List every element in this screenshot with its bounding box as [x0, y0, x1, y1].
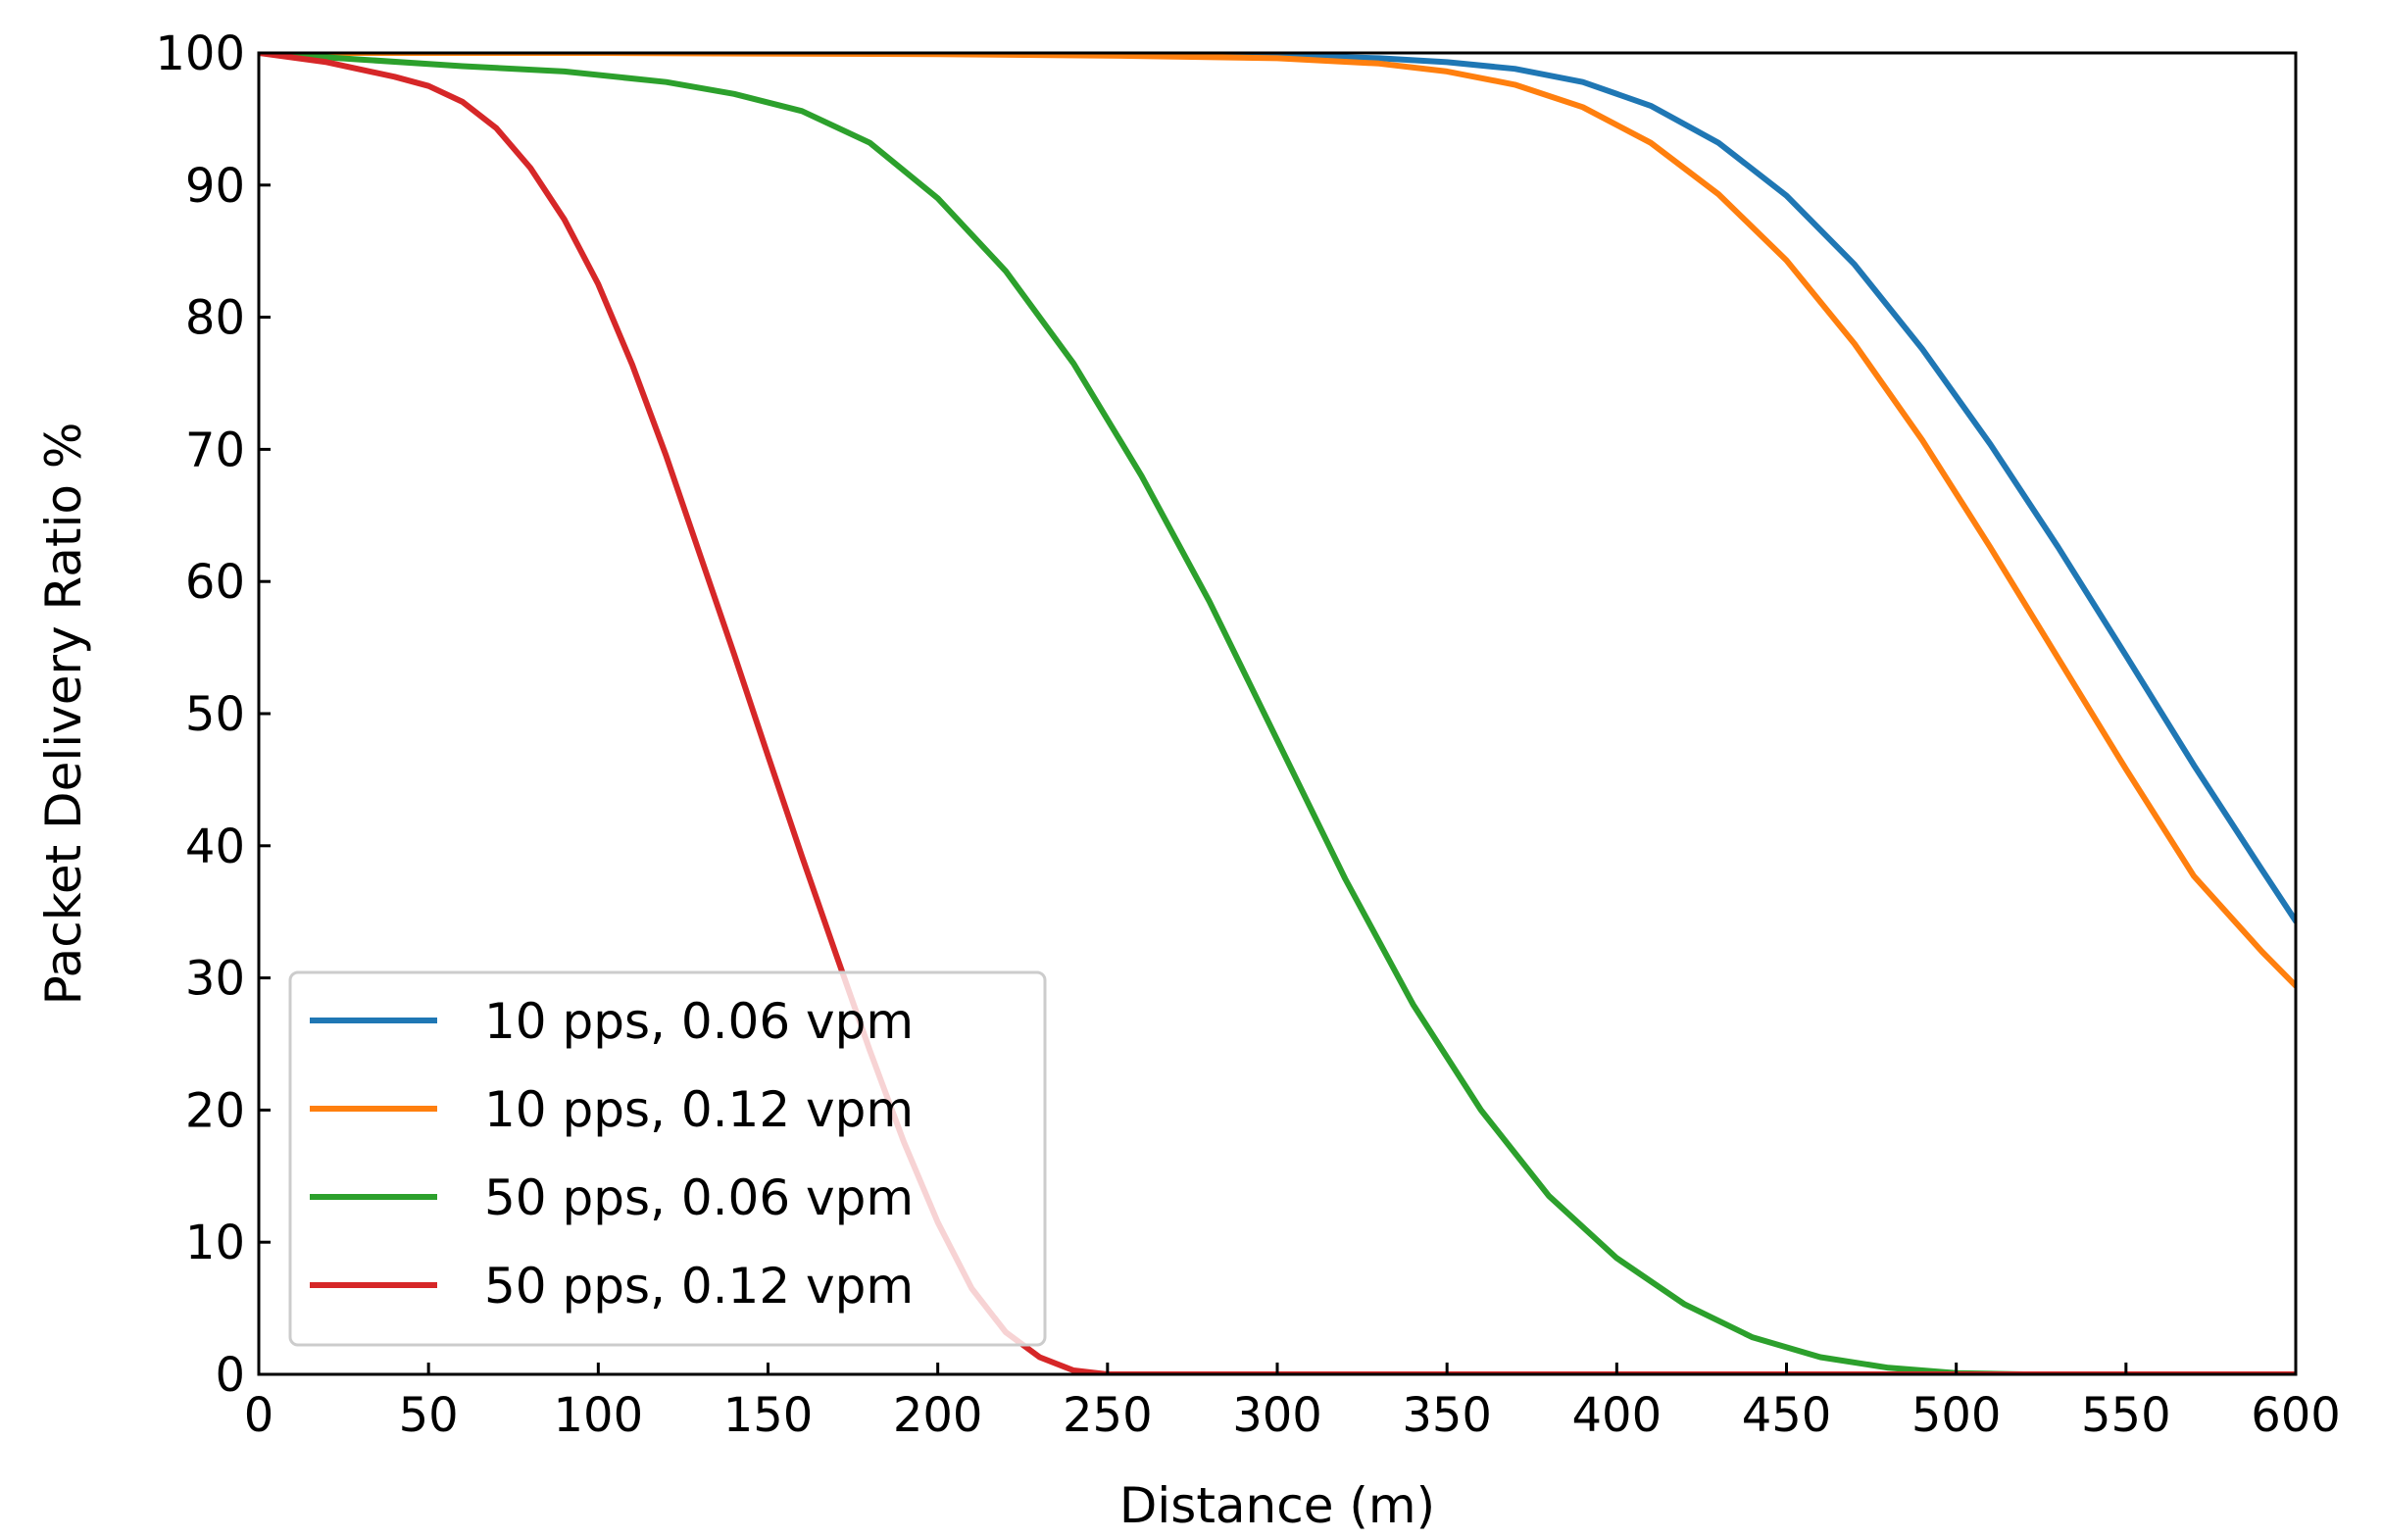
legend-box	[288, 970, 1047, 1347]
x-tick-label: 550	[2081, 1388, 2171, 1443]
x-tick-label: 300	[1232, 1388, 1322, 1443]
tick-layer: 0 50 100 150 200 250 300 350 400 450 500 550 600 0 10 2…	[155, 26, 2340, 1443]
y-tick-label: 20	[185, 1083, 245, 1138]
y-tick-label: 30	[185, 952, 245, 1007]
x-tick-label: 500	[1911, 1388, 2002, 1443]
legend-label-3: 50 pps, 0.06 vpm	[484, 1169, 914, 1226]
y-axis-label: Packet Delivery Ratio %	[35, 422, 92, 1006]
y-tick-label: 90	[185, 159, 245, 214]
y-tick-label: 70	[185, 422, 245, 477]
y-tick-label: 80	[185, 291, 245, 346]
x-tick-label: 400	[1572, 1388, 1662, 1443]
series-layer	[259, 53, 2296, 1374]
x-tick-label: 100	[554, 1388, 644, 1443]
x-tick-label: 150	[723, 1388, 814, 1443]
legend-label-2: 10 pps, 0.12 vpm	[484, 1081, 914, 1138]
y-tick-label: 60	[185, 555, 245, 610]
y-tick-label: 40	[185, 820, 245, 874]
y-tick-label: 50	[185, 687, 245, 742]
y-tick-label: 100	[155, 26, 245, 81]
x-axis-label: Distance (m)	[1119, 1477, 1435, 1534]
series-line-2	[259, 53, 2296, 989]
x-tick-label: 0	[244, 1388, 274, 1443]
legend: 10 pps, 0.06 vpm 10 pps, 0.12 vpm 50 pps, …	[288, 970, 1047, 1347]
x-tick-label: 50	[399, 1388, 459, 1443]
x-tick-label: 250	[1063, 1388, 1153, 1443]
legend-label-1: 10 pps, 0.06 vpm	[484, 993, 914, 1050]
y-tick-label: 0	[215, 1348, 245, 1403]
series-line-3	[259, 53, 2296, 1374]
x-tick-label: 450	[1742, 1388, 1832, 1443]
legend-label-4: 50 pps, 0.12 vpm	[484, 1258, 914, 1315]
x-tick-label: 350	[1402, 1388, 1492, 1443]
x-tick-label: 200	[893, 1388, 983, 1443]
y-tick-label: 10	[185, 1216, 245, 1270]
x-tick-label: 600	[2251, 1388, 2341, 1443]
